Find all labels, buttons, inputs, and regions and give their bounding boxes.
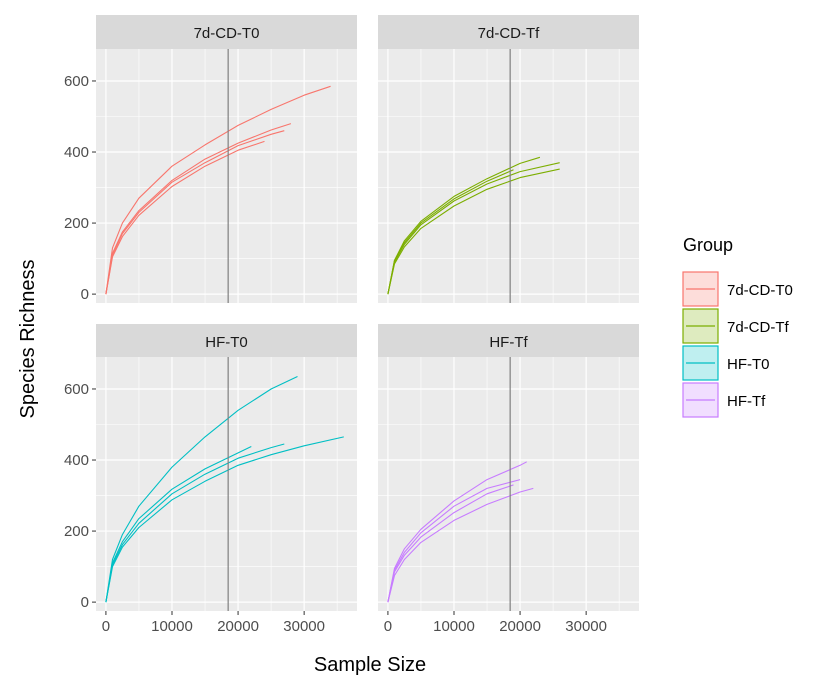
rarefaction-curve-4 bbox=[387, 484, 514, 603]
facet-panel-2: 7d-CD-Tf bbox=[378, 15, 639, 303]
gridlines bbox=[96, 357, 357, 611]
x-tick-label: 20000 bbox=[217, 618, 259, 635]
rarefaction-curve-3 bbox=[105, 130, 285, 295]
facet-panels: 7d-CD-T0 7d-CD-Tf HF-T0 HF-Tf bbox=[96, 15, 639, 611]
panel-background bbox=[378, 357, 639, 611]
rarefaction-curve-1 bbox=[105, 376, 298, 603]
x-tick-label: 30000 bbox=[283, 618, 325, 635]
legend-item: 7d-CD-Tf bbox=[682, 308, 790, 344]
facet-strip-label: 7d-CD-Tf bbox=[478, 25, 541, 42]
panel-background bbox=[96, 49, 357, 303]
rarefaction-curve-4 bbox=[105, 140, 265, 295]
facet-panel-3: HF-T0 bbox=[96, 324, 357, 611]
rarefaction-curve-1 bbox=[105, 85, 331, 295]
facet-strip-label: 7d-CD-T0 bbox=[194, 25, 260, 42]
x-tick-label: 30000 bbox=[565, 618, 607, 635]
x-tick-label: 10000 bbox=[151, 618, 193, 635]
y-tick-label: 600 bbox=[64, 73, 89, 90]
facet-panel-4: HF-Tf bbox=[378, 324, 639, 611]
facet-panel-1: 7d-CD-T0 bbox=[96, 15, 357, 303]
y-tick-label: 600 bbox=[64, 381, 89, 398]
facet-strip-label: HF-T0 bbox=[205, 334, 248, 351]
rarefaction-curve-1 bbox=[387, 461, 527, 603]
axes: Sample Size Species Richness 0 200 400 600 0… bbox=[17, 73, 607, 676]
legend-label: HF-Tf bbox=[727, 393, 766, 410]
y-tick-label: 400 bbox=[64, 452, 89, 469]
rarefaction-curve-2 bbox=[387, 487, 534, 603]
rarefaction-curve-4 bbox=[387, 169, 514, 295]
legend-label: 7d-CD-T0 bbox=[727, 282, 793, 299]
panel-background bbox=[96, 357, 357, 611]
legend-item: HF-Tf bbox=[682, 382, 766, 418]
x-tick-label: 20000 bbox=[499, 618, 541, 635]
gridlines bbox=[378, 357, 639, 611]
y-tick-label: 0 bbox=[81, 594, 89, 611]
rarefaction-curve-3 bbox=[387, 168, 560, 295]
rarefaction-curve-3 bbox=[387, 479, 521, 603]
legend: Group 7d-CD-T0 7d-CD-Tf HF-T0 HF-Tf bbox=[682, 235, 793, 418]
rarefaction-curve-2 bbox=[105, 123, 292, 295]
rarefaction-curve-4 bbox=[105, 443, 285, 603]
y-tick-label: 200 bbox=[64, 523, 89, 540]
x-tick-label: 10000 bbox=[433, 618, 475, 635]
y-tick-label: 0 bbox=[81, 286, 89, 303]
facet-strip-label: HF-Tf bbox=[489, 334, 528, 351]
legend-item: HF-T0 bbox=[682, 345, 770, 381]
facet-strip bbox=[96, 15, 357, 49]
x-axis-title: Sample Size bbox=[314, 654, 426, 676]
rarefaction-curve-2 bbox=[105, 436, 344, 603]
x-tick-label: 0 bbox=[102, 618, 110, 635]
y-tick-label: 400 bbox=[64, 144, 89, 161]
rarefaction-curve-2 bbox=[387, 162, 560, 295]
x-tick-label: 0 bbox=[384, 618, 392, 635]
legend-title: Group bbox=[683, 235, 733, 255]
y-axis-title: Species Richness bbox=[17, 260, 39, 419]
rarefaction-curve-3 bbox=[105, 446, 252, 603]
facet-strip bbox=[378, 324, 639, 357]
y-tick-label: 200 bbox=[64, 215, 89, 232]
facet-strip bbox=[96, 324, 357, 357]
facet-strip bbox=[378, 15, 639, 49]
legend-label: 7d-CD-Tf bbox=[727, 319, 790, 336]
legend-label: HF-T0 bbox=[727, 356, 770, 373]
legend-item: 7d-CD-T0 bbox=[682, 271, 793, 307]
